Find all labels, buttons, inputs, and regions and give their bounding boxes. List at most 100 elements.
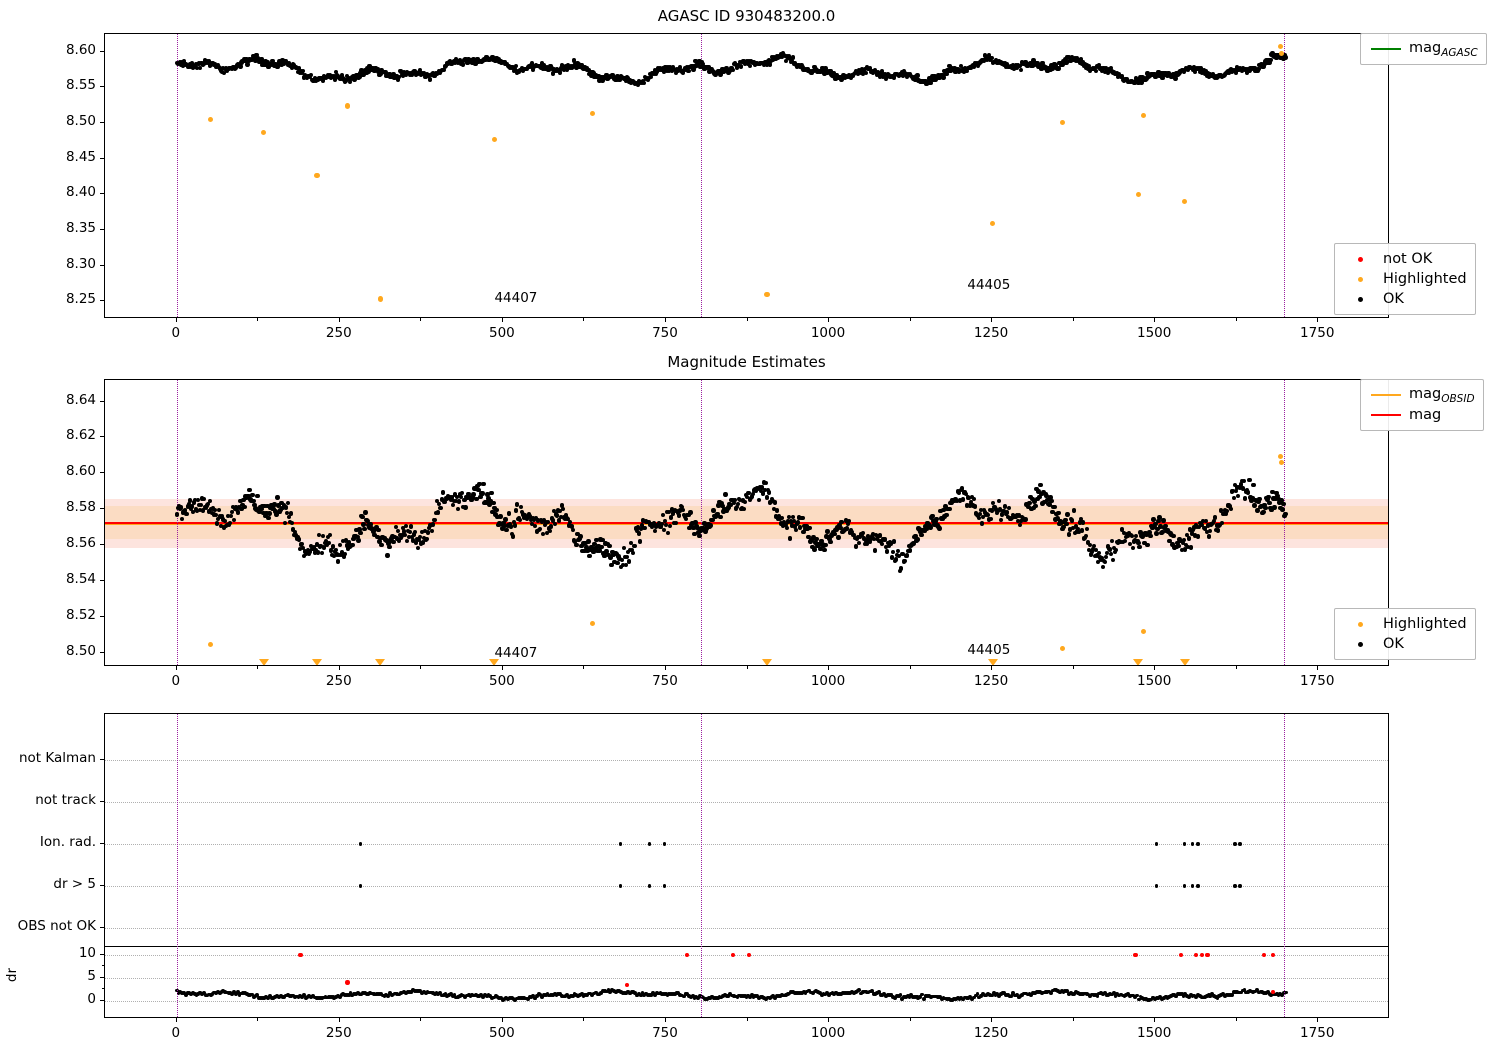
data-point xyxy=(281,61,286,67)
data-point xyxy=(1065,512,1070,517)
data-point xyxy=(720,503,725,508)
data-point xyxy=(200,508,206,513)
data-point xyxy=(853,544,858,549)
y-tick-mark xyxy=(100,193,104,195)
data-point xyxy=(827,536,832,542)
highlighted-point xyxy=(1059,119,1066,125)
data-point xyxy=(1080,59,1086,65)
data-point xyxy=(690,520,695,526)
dr-point xyxy=(346,993,351,997)
flag-gridline xyxy=(105,802,1388,803)
data-point xyxy=(340,550,345,555)
data-point xyxy=(182,508,187,513)
data-point xyxy=(535,518,541,523)
data-point xyxy=(744,494,750,499)
data-point xyxy=(238,498,243,503)
data-point xyxy=(1042,499,1047,505)
x-tick-label: 500 xyxy=(489,673,515,689)
data-point xyxy=(667,523,673,529)
dr-not-ok-point xyxy=(1194,952,1199,958)
data-point xyxy=(1170,542,1175,547)
dr-gridline xyxy=(105,977,1388,979)
data-point xyxy=(756,498,762,503)
data-point xyxy=(814,537,819,542)
data-point xyxy=(1064,60,1069,65)
data-point xyxy=(331,553,337,559)
data-point xyxy=(411,532,417,537)
data-point xyxy=(981,58,987,63)
data-point xyxy=(250,492,255,498)
data-point xyxy=(1017,513,1022,518)
data-point xyxy=(608,555,613,560)
data-point xyxy=(732,497,737,502)
dr-not-ok-point xyxy=(1205,952,1210,958)
data-point xyxy=(645,77,651,83)
data-point xyxy=(1038,63,1043,68)
dr-point xyxy=(807,988,812,993)
data-point xyxy=(300,545,306,550)
data-point xyxy=(776,514,782,519)
data-point xyxy=(1233,488,1239,494)
data-point xyxy=(251,498,256,504)
data-point xyxy=(1202,526,1208,531)
data-point xyxy=(958,63,963,69)
dr-tick-minor xyxy=(101,988,104,990)
dr-point xyxy=(594,990,598,995)
flags-and-dr-panel xyxy=(104,713,1389,1018)
data-point xyxy=(1018,63,1023,69)
data-point xyxy=(1162,526,1167,531)
y-tick-mark xyxy=(100,472,104,474)
data-point xyxy=(994,511,1000,516)
data-point xyxy=(1090,547,1096,552)
data-point xyxy=(1026,504,1031,510)
data-point xyxy=(1104,551,1110,556)
data-point xyxy=(731,500,736,506)
data-point xyxy=(234,504,239,510)
data-point xyxy=(870,532,876,537)
data-point xyxy=(1098,558,1104,563)
data-point xyxy=(862,66,868,71)
dr-point xyxy=(690,994,695,998)
data-point xyxy=(947,506,952,511)
data-point xyxy=(263,513,268,519)
data-point xyxy=(1192,69,1198,75)
data-point xyxy=(406,534,411,540)
flag-gridline xyxy=(105,928,1388,929)
y-tick-mark xyxy=(100,927,104,928)
data-point xyxy=(1186,536,1191,541)
data-point xyxy=(879,69,885,74)
data-point xyxy=(331,73,337,79)
data-point xyxy=(288,511,293,516)
data-point xyxy=(308,543,314,549)
highlighted-point xyxy=(1279,50,1285,56)
data-point xyxy=(1232,482,1238,488)
data-point xyxy=(876,70,882,76)
obsid-divider xyxy=(1283,34,1285,317)
data-point xyxy=(891,539,897,544)
data-point xyxy=(320,78,326,83)
data-point xyxy=(358,530,363,536)
x-tick-mark xyxy=(501,666,503,670)
data-point xyxy=(438,505,444,511)
dr-point xyxy=(579,991,584,996)
data-point xyxy=(447,59,453,64)
data-point xyxy=(328,548,334,553)
data-point xyxy=(1155,526,1160,532)
data-point xyxy=(680,504,685,510)
dr-point xyxy=(921,996,926,1001)
data-point xyxy=(1243,496,1248,501)
clipped-marker xyxy=(1133,659,1144,665)
data-point xyxy=(509,531,514,537)
x-tick-label: 1500 xyxy=(1136,1025,1172,1041)
data-point xyxy=(1171,533,1176,538)
data-point xyxy=(490,54,495,60)
legend-dot-swatch xyxy=(1357,276,1363,282)
data-point xyxy=(599,544,604,549)
data-point xyxy=(639,523,645,528)
x-tick-label: 0 xyxy=(171,325,181,341)
x-tick-label: 500 xyxy=(489,1025,515,1041)
data-point xyxy=(1175,540,1180,545)
x-tick-mark xyxy=(501,1018,503,1022)
x-tick-minor xyxy=(909,318,911,321)
data-point xyxy=(811,535,816,540)
